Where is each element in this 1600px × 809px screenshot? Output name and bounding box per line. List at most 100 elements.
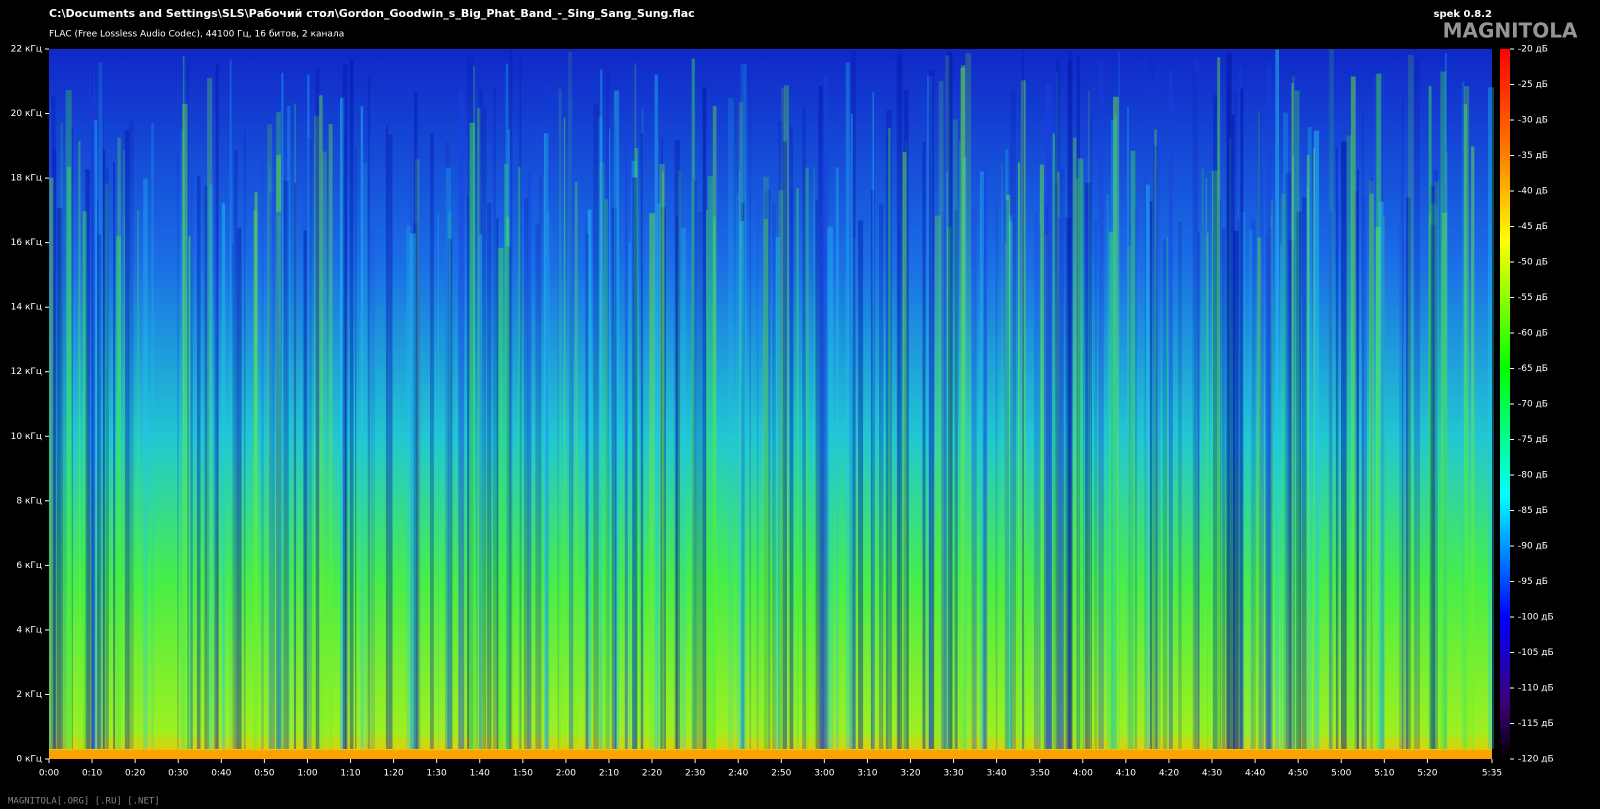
spectrum-band: [952, 119, 958, 749]
spectrum-band: [458, 89, 465, 749]
y-tick-label: 22 кГц: [11, 45, 42, 55]
spectrum-band: [276, 189, 280, 749]
spectrum-band: [196, 176, 201, 749]
spectrum-band: [293, 182, 297, 749]
spectrum-band: [885, 110, 892, 750]
spectrum-band: [850, 113, 853, 749]
spectrum-band: [563, 117, 566, 750]
spectrum-band: [778, 190, 785, 749]
spectrum-band: [691, 178, 697, 750]
spectrum-band: [506, 246, 511, 749]
spectrum-band: [778, 121, 783, 749]
spectrum-band: [946, 227, 952, 749]
spectrum-band: [783, 85, 789, 749]
chart-subtitle: FLAC (Free Lossless Audio Codec), 44100 …: [49, 30, 344, 40]
spectrum-band: [902, 152, 907, 749]
y-tick-label: 14 кГц: [11, 303, 42, 313]
spectrum-band: [1443, 184, 1447, 749]
spectrum-band: [1008, 221, 1013, 750]
app-name: spek 0.8.2: [1434, 9, 1493, 20]
spectrum-band: [213, 121, 216, 749]
spectrum-band: [896, 54, 903, 750]
x-tick-label: 1:00: [297, 769, 317, 779]
spectrum-band: [1414, 60, 1420, 750]
spectrum-band: [487, 202, 492, 749]
spectrum-band: [805, 167, 809, 750]
spectrum-band: [1056, 72, 1058, 749]
spectrum-band: [927, 75, 933, 749]
spectrum-band: [1144, 51, 1147, 750]
spectrum-band: [1198, 232, 1200, 750]
spectrum-band: [89, 71, 95, 750]
spectrum-band: [1429, 185, 1435, 750]
spectrum-band: [1328, 211, 1333, 749]
spectrum-band: [91, 68, 94, 749]
spectrum-band: [1217, 199, 1222, 749]
spectrum-band: [1296, 211, 1302, 750]
spectrum-band: [768, 189, 771, 749]
spectrum-band: [1045, 205, 1048, 750]
spectrum-band: [944, 102, 947, 750]
y-tick-label: 10 кГц: [11, 432, 42, 442]
spectrum-band: [388, 134, 393, 750]
spectrum-band: [614, 120, 617, 749]
spectrum-band: [691, 58, 695, 749]
spectrum-band: [835, 167, 839, 749]
spectrum-band: [1098, 60, 1104, 749]
spectrum-band: [180, 129, 185, 749]
spectrum-band: [1382, 216, 1385, 749]
color-scale: [1500, 49, 1510, 759]
spectrum-band: [1201, 169, 1204, 749]
spectrum-band: [775, 236, 780, 749]
spectrum-band: [1361, 196, 1367, 749]
spectrum-band: [1043, 191, 1047, 749]
spectrum-band: [1076, 55, 1081, 749]
spectrum-band: [55, 131, 56, 749]
spectrum-band: [1065, 218, 1072, 750]
spectrum-band: [1436, 208, 1438, 750]
spectrum-band: [315, 69, 320, 749]
spectrum-band: [1001, 161, 1003, 750]
y-tick-label: 0 кГц: [16, 755, 42, 765]
x-tick-label: 3:00: [814, 769, 834, 779]
spectrum-band: [674, 139, 681, 750]
spectrum-band: [385, 126, 389, 750]
color-tick-label: -25 дБ: [1518, 80, 1548, 90]
spectrum-band: [415, 159, 420, 750]
spectrum-band: [188, 236, 192, 750]
spectrum-band: [447, 238, 453, 749]
spectrum-band: [632, 177, 638, 749]
spectrum-band: [546, 210, 551, 750]
spectrum-band: [303, 230, 307, 749]
spectrum-band: [614, 209, 617, 749]
spectrum-band: [640, 133, 644, 749]
spectrum-band: [1258, 110, 1260, 749]
spectrum-band: [281, 72, 284, 749]
spectrum-band: [278, 216, 281, 750]
spectrum-band: [116, 236, 122, 749]
spectrum-band: [307, 138, 313, 750]
spectrum-band: [1085, 182, 1091, 749]
spectrum-band: [955, 132, 957, 749]
spectrum-band: [268, 192, 275, 750]
y-tick-label: 2 кГц: [16, 690, 42, 700]
spectrum-band: [888, 128, 891, 749]
color-tick-label: -30 дБ: [1518, 116, 1548, 126]
spectrum-band: [535, 224, 540, 749]
y-tick-label: 12 кГц: [11, 367, 42, 377]
spectrum-band: [1106, 194, 1110, 749]
spectrum-band: [505, 216, 510, 749]
spectrum-band: [707, 176, 714, 749]
spectrum-band: [349, 59, 354, 749]
x-tick-label: 4:50: [1288, 769, 1308, 779]
spectrum-band: [355, 147, 357, 750]
spectrum-band: [1059, 168, 1065, 749]
spectrum-band: [789, 187, 794, 749]
spectrum-band: [713, 217, 716, 749]
spectrum-band: [124, 130, 130, 750]
spectrum-band: [276, 212, 282, 749]
spectrum-band: [1446, 152, 1448, 750]
x-tick-label: 3:50: [1030, 769, 1050, 779]
spectrum-band: [741, 203, 745, 750]
